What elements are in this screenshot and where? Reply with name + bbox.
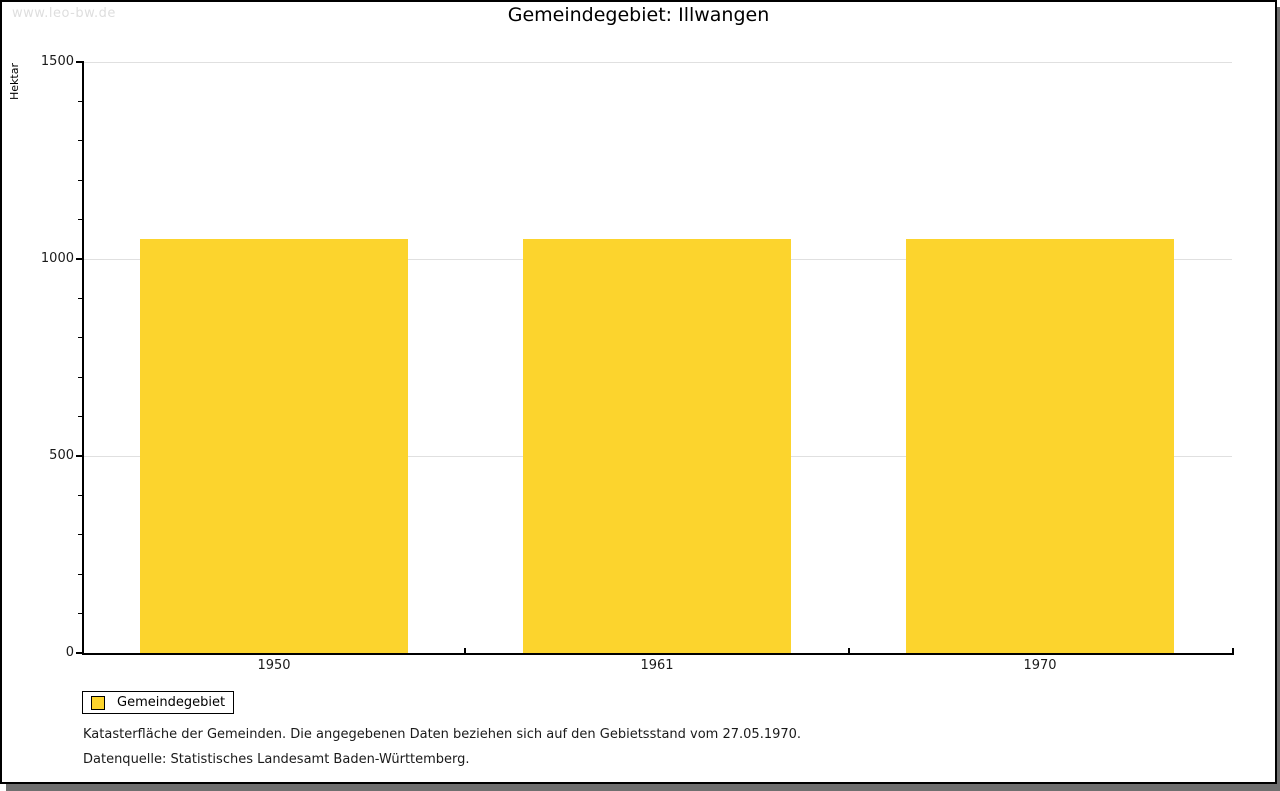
y-axis-minor-tick xyxy=(78,613,82,615)
chart-title: Gemeindegebiet: Illwangen xyxy=(507,4,770,26)
y-axis-line xyxy=(82,61,84,654)
y-tick-label: 1500 xyxy=(40,54,74,69)
legend: Gemeindegebiet xyxy=(82,691,234,714)
y-axis-minor-tick xyxy=(78,376,82,378)
y-axis-minor-tick xyxy=(78,140,82,142)
y-axis-major-tick xyxy=(76,258,82,260)
y-axis-minor-tick xyxy=(78,219,82,221)
x-axis-tick xyxy=(464,648,467,653)
x-axis-tick xyxy=(847,648,850,653)
y-gridline xyxy=(82,61,1232,63)
y-tick-label: 500 xyxy=(49,448,74,463)
y-axis-major-tick xyxy=(76,455,82,457)
x-axis-line xyxy=(82,653,1234,655)
legend-swatch-icon xyxy=(91,695,105,710)
y-axis-minor-tick xyxy=(78,337,82,339)
y-axis-minor-tick xyxy=(78,573,82,575)
y-axis-minor-tick xyxy=(78,534,82,536)
y-tick-label: 0 xyxy=(65,645,74,660)
x-tick-label: 1961 xyxy=(640,658,674,673)
y-axis-minor-tick xyxy=(78,416,82,418)
footnote-data-source: Datenquelle: Statistisches Landesamt Bad… xyxy=(83,752,470,767)
y-axis-major-tick xyxy=(76,61,82,63)
y-axis-minor-tick xyxy=(78,494,82,496)
watermark: www.leo-bw.de xyxy=(12,6,116,21)
x-tick-label: 1950 xyxy=(257,658,291,673)
bar-1950 xyxy=(140,239,408,653)
x-axis-end-tick xyxy=(1232,648,1234,653)
y-axis-major-tick xyxy=(76,652,82,654)
legend-label: Gemeindegebiet xyxy=(117,695,226,710)
y-tick-label: 1000 xyxy=(40,251,74,266)
footnote-source-note: Katasterfläche der Gemeinden. Die angege… xyxy=(83,727,802,742)
y-axis-minor-tick xyxy=(78,297,82,299)
bar-1961 xyxy=(523,239,791,653)
bar-1970 xyxy=(906,239,1174,653)
x-tick-label: 1970 xyxy=(1023,658,1057,673)
y-axis-minor-tick xyxy=(78,179,82,181)
y-axis-minor-tick xyxy=(78,100,82,102)
